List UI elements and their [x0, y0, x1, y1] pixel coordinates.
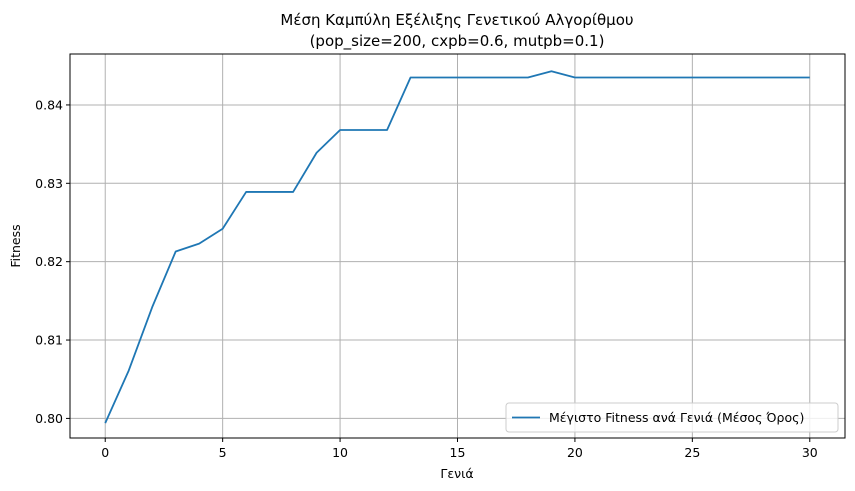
y-tick-label: 0.82 — [35, 254, 63, 269]
legend: Μέγιστο Fitness ανά Γενιά (Μέσος Όρος) — [505, 402, 839, 433]
plot-area — [104, 70, 810, 424]
x-tick-label: 10 — [332, 445, 348, 460]
x-axis: 0 5 10 15 20 25 30 — [101, 438, 818, 460]
y-tick-label: 0.83 — [35, 176, 63, 191]
x-tick-label: 30 — [802, 445, 818, 460]
y-axis-label: Fitness — [8, 224, 23, 267]
y-tick-label: 0.84 — [35, 97, 63, 112]
x-tick-label: 25 — [684, 445, 700, 460]
chart-title-line-1: Μέση Καμπύλη Εξέλιξης Γενετικού Αλγορίθμ… — [280, 11, 633, 29]
grid — [70, 54, 845, 438]
x-tick-label: 0 — [101, 445, 109, 460]
x-tick-label: 15 — [450, 445, 466, 460]
x-tick-label: 5 — [219, 445, 227, 460]
legend-box — [505, 402, 839, 433]
y-tick-label: 0.80 — [35, 411, 63, 426]
x-tick-label: 20 — [567, 445, 583, 460]
chart-title-line-2: (pop_size=200, cxpb=0.6, mutpb=0.1) — [310, 32, 605, 51]
y-tick-label: 0.81 — [35, 333, 63, 348]
y-axis: 0.80 0.81 0.82 0.83 0.84 — [35, 97, 70, 426]
x-axis-label: Γενιά — [440, 466, 473, 481]
series-line — [104, 70, 810, 424]
legend-label: Μέγιστο Fitness ανά Γενιά (Μέσος Όρος) — [549, 410, 804, 425]
